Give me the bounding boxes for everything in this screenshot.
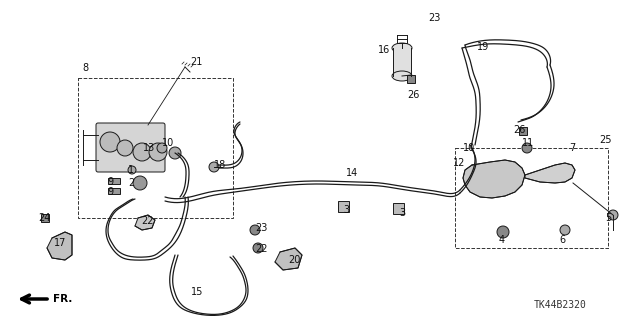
Text: 1: 1 (128, 165, 134, 175)
Polygon shape (135, 215, 155, 230)
Text: 10: 10 (463, 143, 475, 153)
Bar (338, 201, 349, 212)
Polygon shape (275, 248, 302, 270)
Polygon shape (525, 163, 575, 183)
Circle shape (117, 140, 133, 156)
Circle shape (497, 226, 509, 238)
Bar (393, 48, 411, 76)
Text: 14: 14 (346, 168, 358, 178)
Text: 23: 23 (255, 223, 267, 233)
Bar (108, 178, 120, 184)
Text: 18: 18 (214, 160, 226, 170)
Text: 19: 19 (477, 42, 489, 52)
FancyBboxPatch shape (96, 123, 165, 172)
Text: 21: 21 (190, 57, 202, 67)
Bar (78, 78, 233, 218)
Circle shape (133, 143, 151, 161)
Ellipse shape (392, 43, 412, 53)
Bar (41, 214, 49, 222)
Text: 15: 15 (191, 287, 203, 297)
Text: 26: 26 (407, 90, 419, 100)
Text: 22: 22 (255, 244, 268, 254)
Polygon shape (47, 232, 72, 260)
Text: 3: 3 (343, 205, 349, 215)
Text: TK44B2320: TK44B2320 (534, 300, 586, 310)
Text: 12: 12 (453, 158, 465, 168)
Circle shape (133, 176, 147, 190)
Text: 23: 23 (428, 13, 440, 23)
Ellipse shape (392, 71, 412, 81)
Bar (455, 148, 608, 248)
Text: FR.: FR. (53, 294, 72, 304)
Circle shape (157, 143, 167, 153)
Text: 8: 8 (82, 63, 88, 73)
Bar (519, 127, 527, 135)
Circle shape (250, 225, 260, 235)
Circle shape (560, 225, 570, 235)
Bar (393, 203, 404, 214)
Circle shape (253, 243, 263, 253)
Text: 6: 6 (559, 235, 565, 245)
Bar (407, 75, 415, 83)
Text: 25: 25 (600, 135, 612, 145)
Text: 20: 20 (288, 255, 300, 265)
Text: 10: 10 (162, 138, 174, 148)
Circle shape (169, 147, 181, 159)
Text: 26: 26 (513, 125, 525, 135)
Text: 9: 9 (107, 187, 113, 197)
Text: 11: 11 (522, 138, 534, 148)
Bar (108, 188, 120, 194)
Circle shape (128, 166, 136, 174)
Text: 24: 24 (38, 213, 50, 223)
Text: 4: 4 (499, 235, 505, 245)
Text: 5: 5 (605, 213, 611, 223)
Circle shape (608, 210, 618, 220)
Text: 17: 17 (54, 238, 66, 248)
Text: 7: 7 (569, 143, 575, 153)
Text: 2: 2 (128, 178, 134, 188)
Circle shape (522, 143, 532, 153)
Circle shape (209, 162, 219, 172)
Text: 16: 16 (378, 45, 390, 55)
Circle shape (100, 132, 120, 152)
Text: 9: 9 (107, 177, 113, 187)
Text: 3: 3 (399, 208, 405, 218)
Circle shape (149, 143, 167, 161)
Text: 22: 22 (141, 216, 154, 226)
Text: 13: 13 (143, 143, 155, 153)
Polygon shape (463, 160, 525, 198)
